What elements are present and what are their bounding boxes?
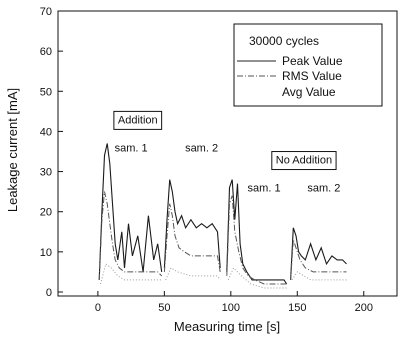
plot-frame [57,10,398,297]
x-tick-label: 100 [222,302,240,314]
annotation-layer: Addition sam. 1 sam. 2 No Addition sam. 1 sam… [113,110,340,195]
legend-title: 30000 cycles [249,34,319,48]
y-tick-label: 30 [40,167,52,179]
annotation-label: sam. 1 [248,183,281,195]
legend-label-rms: RMS Value [282,69,342,83]
y-tick-label: 70 [40,6,52,18]
legend-label-avg: Avg Value [282,85,336,99]
annotation-box-label: Addition [118,114,158,126]
data-layer [98,143,347,289]
annotation-label: sam. 2 [307,183,340,195]
series-avg-line [227,267,287,289]
x-tick-label: 0 [95,302,101,314]
series-avg-line [165,267,221,281]
y-tick-label: 20 [40,207,52,219]
series-peak-line [98,143,163,280]
annotation-label: sam. 1 [115,142,148,154]
series-rms-line [226,195,287,285]
series-avg-line [291,271,347,281]
annotation-box [113,110,163,130]
annotation-box-label: No Addition [276,155,332,167]
ticks-layer: 0 50 100 150 200 0 10 20 30 40 50 60 70 [40,6,373,314]
y-tick-label: 60 [40,46,52,58]
y-tick-label: 50 [40,86,52,98]
series-rms-line [98,191,163,280]
x-tick-label: 150 [288,302,306,314]
annotation-label: sam. 2 [185,142,218,154]
series-peak-line [163,179,221,268]
legend: 30000 cycles Peak Value RMS Value Avg Va… [233,23,383,107]
y-axis-label: Leakage current [mA] [5,88,20,212]
series-peak-line [226,179,288,285]
series-rms-line [163,203,221,272]
x-tick-label: 50 [158,302,170,314]
y-tick-label: 10 [40,247,52,259]
legend-box [233,23,383,107]
series-peak-line [290,227,347,280]
y-tick-label: 40 [40,126,52,138]
annotation-box [271,151,337,171]
legend-label-peak: Peak Value [282,54,343,68]
x-axis-label: Measuring time [s] [174,319,280,334]
x-tick-label: 200 [355,302,373,314]
series-avg-line [100,263,162,285]
y-tick-label: 0 [46,287,52,299]
series-rms-line [290,239,347,280]
